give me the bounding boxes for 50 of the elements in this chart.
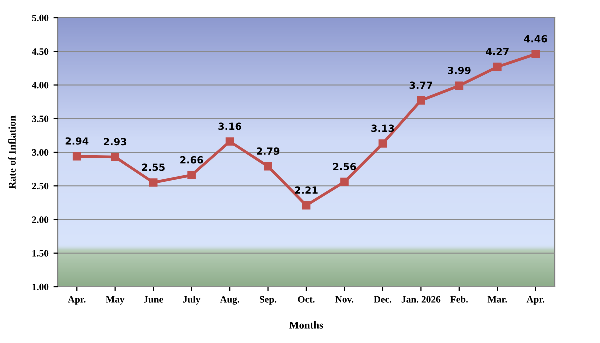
point xyxy=(264,162,272,171)
data-label: 2.79 xyxy=(257,148,280,156)
data-label: 3.77 xyxy=(410,82,432,90)
point xyxy=(417,96,426,105)
point xyxy=(111,153,120,162)
y-tick-label: 2.00 xyxy=(32,216,49,224)
y-tick-label: 4.50 xyxy=(32,48,49,56)
x-tick-label: May xyxy=(106,296,125,305)
point xyxy=(226,138,234,146)
y-tick-label: 1.50 xyxy=(32,250,49,257)
x-tick-label: July xyxy=(183,296,201,305)
x-tick-label: Apr. xyxy=(526,296,545,305)
x-tick-label: Apr. xyxy=(68,296,86,305)
point xyxy=(149,178,158,187)
y-tick-label: 5.00 xyxy=(32,14,49,22)
data-label: 3.13 xyxy=(372,124,394,132)
data-label: 2.21 xyxy=(295,186,318,194)
data-label: 2.93 xyxy=(104,138,127,146)
point xyxy=(493,62,502,72)
y-axis-title: Rate of Inflation xyxy=(8,116,16,190)
x-tick-label: Aug. xyxy=(220,296,240,305)
y-tick-label: 1.00 xyxy=(32,284,49,291)
point xyxy=(188,171,196,180)
x-tick-label: Nov. xyxy=(336,296,354,303)
x-tick-label: June xyxy=(144,296,164,303)
point xyxy=(455,82,464,90)
x-tick-label: Mar. xyxy=(488,296,508,303)
x-tick-label: Jan. 2026 xyxy=(402,296,441,303)
point xyxy=(340,178,349,186)
x-tick-label: Dec. xyxy=(374,296,392,303)
y-tick-label: 3.50 xyxy=(32,116,49,122)
x-axis-title: Months xyxy=(290,322,324,329)
y-tick-label: 4.00 xyxy=(32,82,49,89)
data-label: 3.99 xyxy=(448,66,471,74)
x-tick-label: Sep. xyxy=(260,296,277,305)
point xyxy=(72,152,82,161)
data-label: 4.27 xyxy=(486,48,509,56)
data-label: 2.56 xyxy=(334,163,356,170)
point xyxy=(532,50,540,58)
point xyxy=(302,201,311,210)
y-tick-label: 2.50 xyxy=(32,183,49,190)
data-label: 2.55 xyxy=(142,164,165,172)
data-label: 2.94 xyxy=(66,138,89,145)
data-label: 4.46 xyxy=(524,35,548,43)
point xyxy=(378,140,388,148)
x-tick-label: Oct. xyxy=(298,296,315,303)
x-tick-label: Feb. xyxy=(450,296,468,303)
data-label: 2.66 xyxy=(180,156,204,164)
y-tick-label: 3.00 xyxy=(32,149,49,156)
data-label: 3.16 xyxy=(218,122,242,130)
